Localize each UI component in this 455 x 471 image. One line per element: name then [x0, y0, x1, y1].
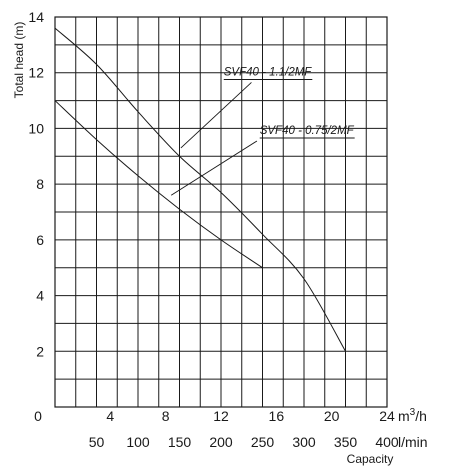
series-line-2	[54, 100, 263, 269]
curves: SVF40 - 1.1/2MF SVF40 - 0.75/2MF	[54, 27, 355, 352]
y-tick-label: 6	[36, 232, 44, 248]
y-axis-title: Total head (m)	[12, 22, 26, 99]
x-axis-unit-bottom: l/min	[398, 434, 428, 450]
series-label-leader	[180, 82, 252, 149]
series-label-leader	[170, 140, 258, 196]
y-tick-label: 14	[28, 9, 44, 25]
series-label: SVF40 - 1.1/2MF	[224, 67, 313, 79]
y-tick-label: 2	[36, 343, 44, 359]
x-tick-label-top: 24	[379, 408, 395, 424]
x-tick-label-bottom: 300	[292, 434, 316, 450]
x-tick-label-top: 8	[162, 408, 170, 424]
grid	[55, 17, 387, 407]
x-tick-label-bottom: 250	[251, 434, 275, 450]
y-tick-label: 8	[36, 176, 44, 192]
y-tick-label: 4	[36, 288, 44, 304]
x-tick-label-bottom: 100	[126, 434, 150, 450]
y-tick-label: 10	[28, 120, 44, 136]
series-line-1	[54, 27, 346, 352]
x-tick-label-top: 12	[213, 408, 229, 424]
x-tick-label-bottom: 150	[168, 434, 192, 450]
x-axis-title: Capacity	[347, 452, 394, 466]
x-tick-label-bottom: 50	[89, 434, 105, 450]
x-tick-label-bottom: 400	[375, 434, 399, 450]
x-tick-label-top: 16	[269, 408, 285, 424]
plot-frame	[54, 16, 388, 408]
x-tick-label-top: 4	[106, 408, 114, 424]
x-tick-label-bottom: 200	[209, 434, 233, 450]
x-axis-unit-top: m3/h	[398, 407, 427, 424]
series-label: SVF40 - 0.75/2MF	[260, 125, 355, 137]
x-tick-label-bottom: 350	[334, 434, 358, 450]
y-tick-label: 12	[28, 65, 44, 81]
x-tick-label-top: 20	[324, 408, 340, 424]
x-tick-label-top: 0	[34, 408, 42, 424]
